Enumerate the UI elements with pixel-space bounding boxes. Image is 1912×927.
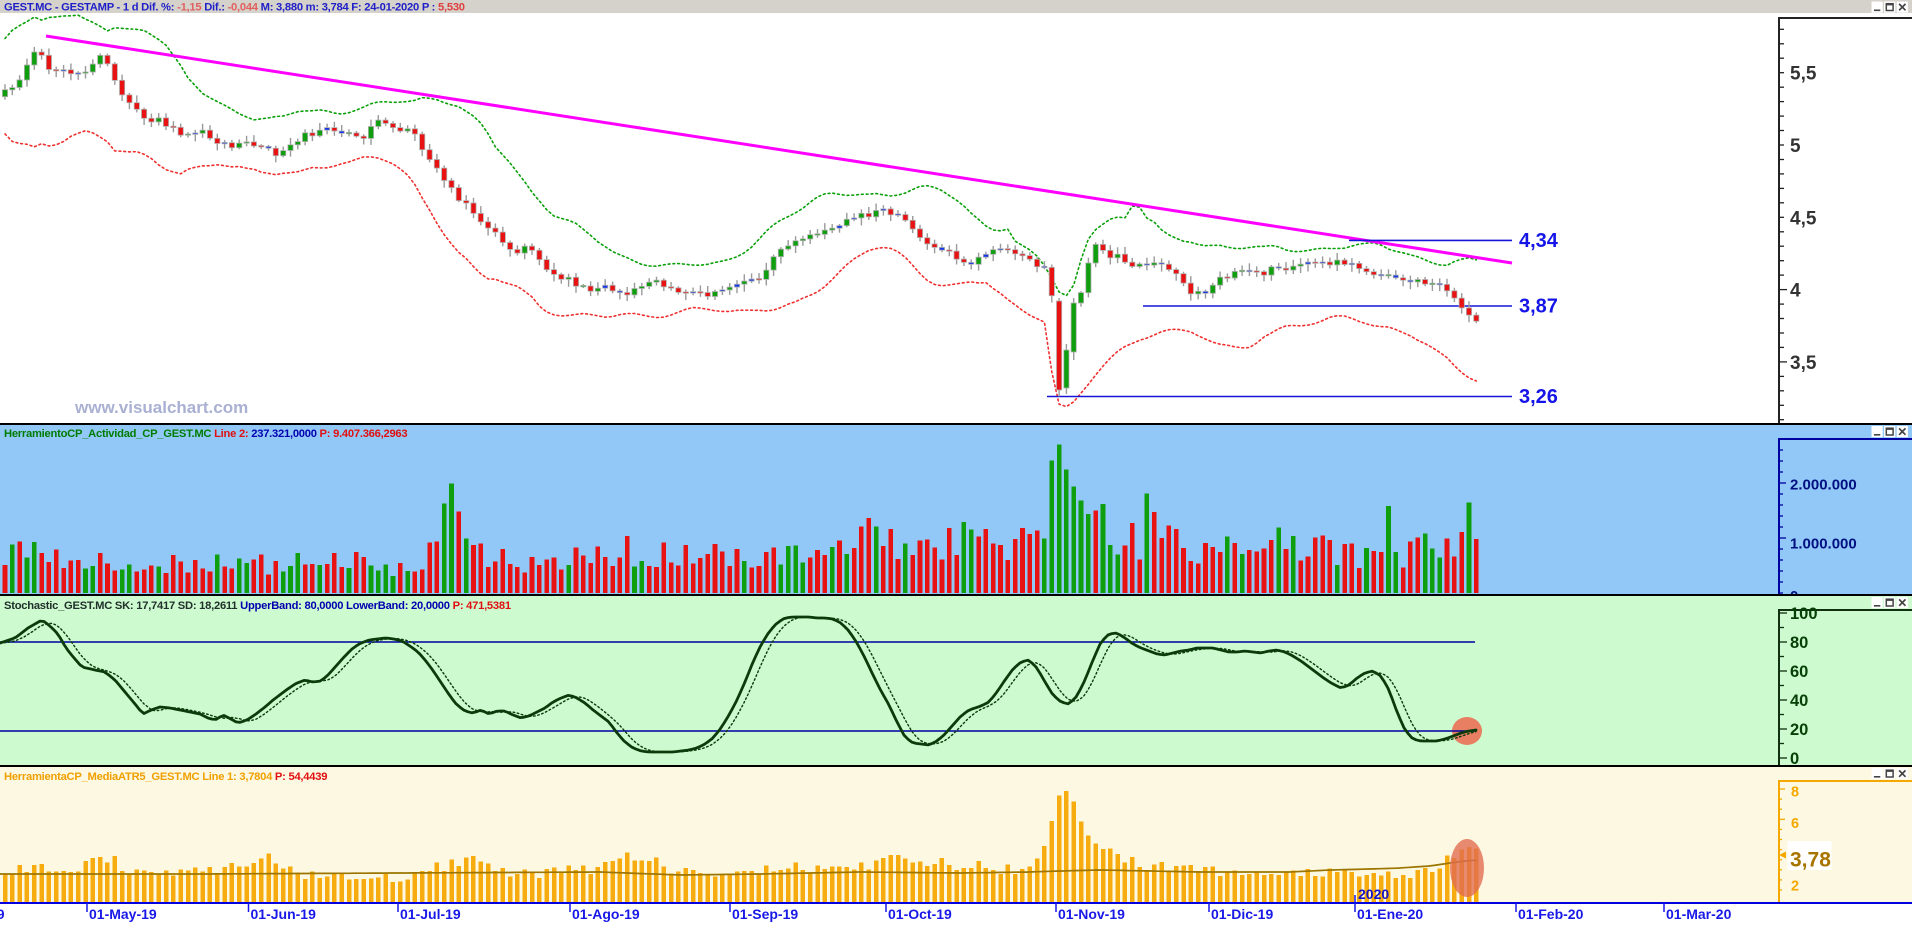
svg-text:01-Ago-19: 01-Ago-19 bbox=[572, 906, 640, 922]
svg-text:2020: 2020 bbox=[1358, 886, 1389, 902]
svg-text:3,78: 3,78 bbox=[1790, 849, 1831, 872]
svg-text:01-Oct-19: 01-Oct-19 bbox=[888, 906, 952, 922]
svg-text:80: 80 bbox=[1790, 634, 1808, 652]
svg-text:1.000.000: 1.000.000 bbox=[1790, 536, 1857, 553]
svg-text:HerramientoCP_Actividad_CP_GES: HerramientoCP_Actividad_CP_GEST.MC Line … bbox=[4, 428, 407, 440]
svg-text:4: 4 bbox=[1790, 281, 1801, 302]
svg-text:3,5: 3,5 bbox=[1790, 353, 1817, 374]
svg-text:6: 6 bbox=[1791, 816, 1799, 832]
svg-text:100: 100 bbox=[1790, 605, 1818, 623]
svg-text:0: 0 bbox=[1790, 750, 1799, 768]
svg-text:20: 20 bbox=[1790, 721, 1808, 739]
svg-text:Stochastic_GEST.MC SK: 17,741: Stochastic_GEST.MC SK: 17,7417 SD: 18,26… bbox=[4, 600, 511, 612]
svg-text:5,5: 5,5 bbox=[1790, 64, 1817, 85]
svg-text:HerramientaCP_MediaATR5_GEST.M: HerramientaCP_MediaATR5_GEST.MC Line 1: … bbox=[4, 771, 327, 783]
svg-text:01-Sep-19: 01-Sep-19 bbox=[732, 906, 798, 922]
svg-text:01-Feb-20: 01-Feb-20 bbox=[1518, 906, 1584, 922]
svg-text:01-Mar-20: 01-Mar-20 bbox=[1666, 906, 1732, 922]
svg-text:01-Ene-20: 01-Ene-20 bbox=[1357, 906, 1423, 922]
svg-text:3,26: 3,26 bbox=[1519, 386, 1558, 408]
svg-text:01-Dic-19: 01-Dic-19 bbox=[1211, 906, 1273, 922]
svg-text:www.visualchart.com: www.visualchart.com bbox=[74, 398, 248, 417]
svg-text:0: 0 bbox=[1790, 588, 1798, 605]
svg-text:40: 40 bbox=[1790, 692, 1808, 710]
svg-text:4,5: 4,5 bbox=[1790, 208, 1817, 229]
svg-text:8: 8 bbox=[1791, 785, 1799, 801]
svg-text:01-May-19: 01-May-19 bbox=[89, 906, 157, 922]
svg-text:2.000.000: 2.000.000 bbox=[1790, 477, 1857, 494]
svg-text:01-Nov-19: 01-Nov-19 bbox=[1058, 906, 1125, 922]
svg-text:4,34: 4,34 bbox=[1519, 230, 1559, 252]
svg-text:5: 5 bbox=[1790, 136, 1801, 157]
svg-text:2: 2 bbox=[1791, 879, 1799, 895]
svg-text:01-Abr-19: 01-Abr-19 bbox=[0, 906, 5, 922]
svg-text:3,87: 3,87 bbox=[1519, 296, 1558, 318]
svg-text:01-Jun-19: 01-Jun-19 bbox=[251, 906, 317, 922]
svg-text:GEST.MC - GESTAMP - 1 d Dif.: GEST.MC - GESTAMP - 1 d Dif. %: -1,15 Di… bbox=[4, 2, 465, 14]
svg-text:60: 60 bbox=[1790, 663, 1808, 681]
svg-text:01-Jul-19: 01-Jul-19 bbox=[400, 906, 461, 922]
